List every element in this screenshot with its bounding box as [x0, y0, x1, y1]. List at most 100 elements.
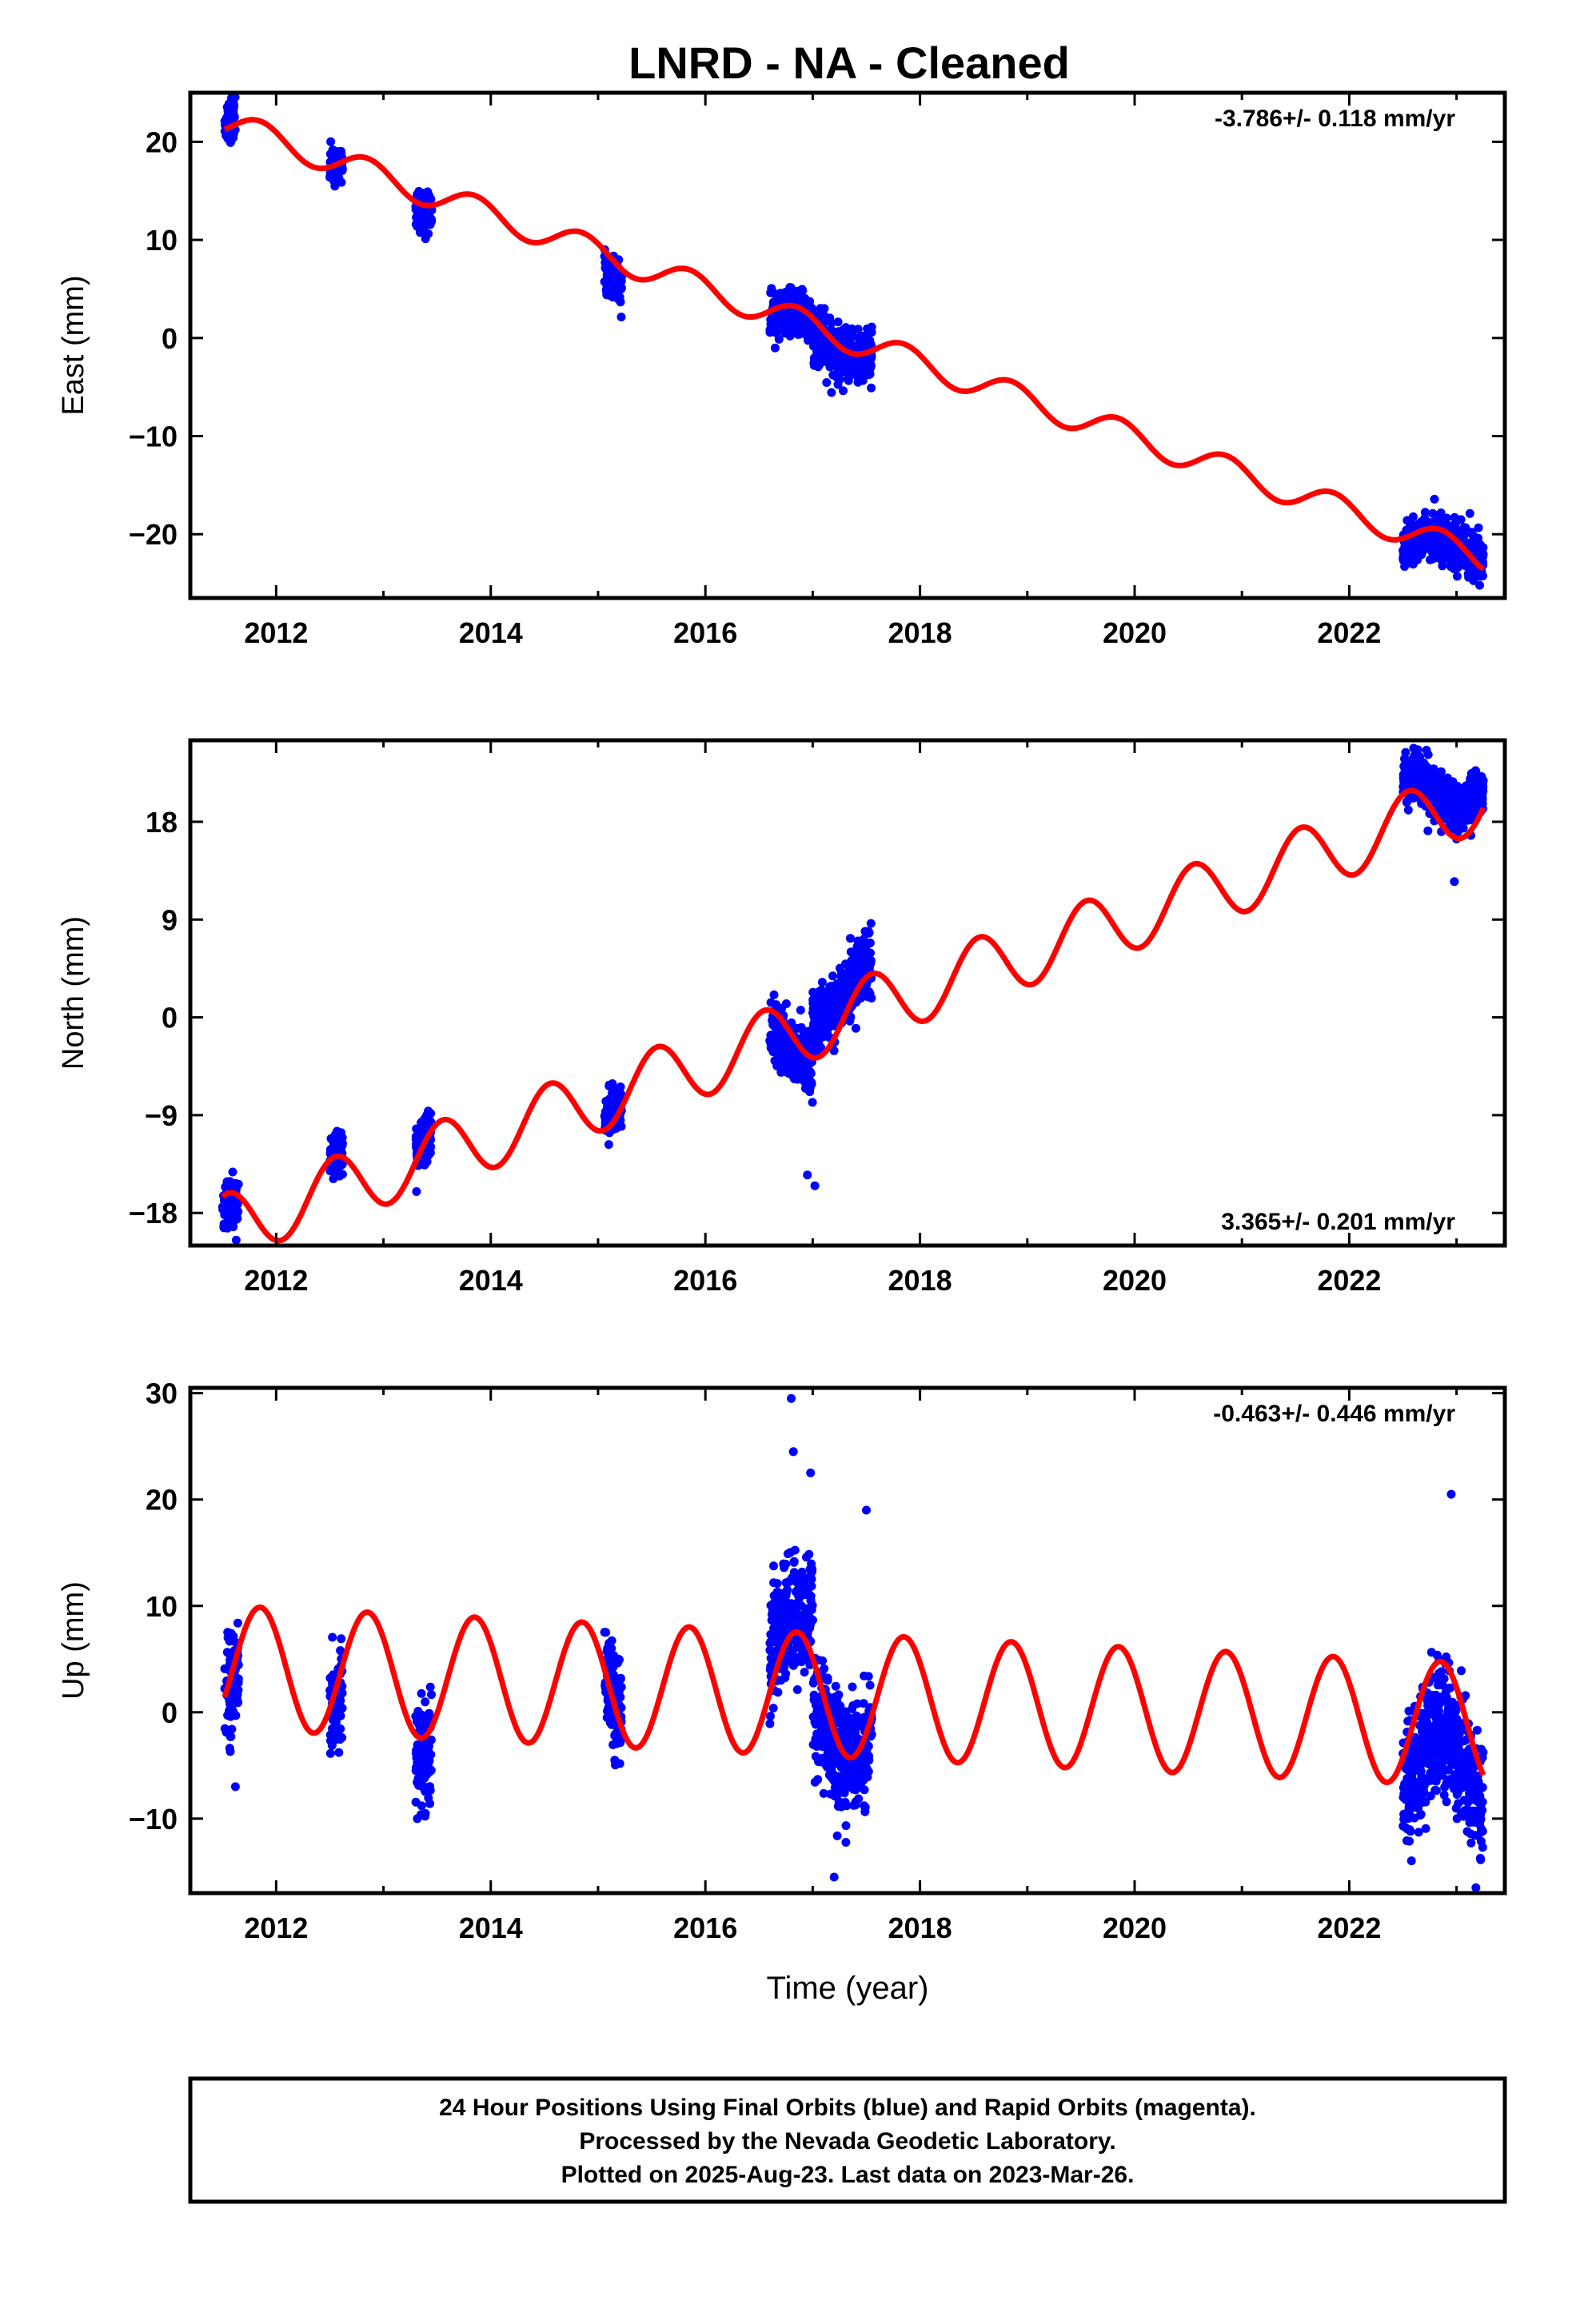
data-point [865, 337, 875, 347]
caption-line-1: 24 Hour Positions Using Final Orbits (bl… [439, 2095, 1256, 2121]
data-point [425, 1682, 435, 1692]
data-point [1444, 1765, 1453, 1775]
data-point [1473, 1775, 1482, 1784]
data-point [844, 362, 853, 372]
data-point [818, 351, 828, 361]
data-point [1421, 1740, 1430, 1750]
y-tick-label: 20 [146, 126, 178, 158]
data-point [413, 1777, 422, 1787]
data-point [232, 1694, 241, 1704]
data-point [1432, 511, 1442, 520]
data-point [417, 1688, 426, 1698]
data-point [427, 1690, 436, 1700]
data-point [864, 927, 873, 936]
x-tick-label: 2020 [1103, 1911, 1167, 1944]
data-point [1441, 1688, 1450, 1697]
data-point [326, 137, 336, 146]
data-point [1462, 1765, 1471, 1774]
x-tick-label: 2022 [1317, 616, 1381, 649]
data-point [327, 1740, 337, 1750]
up-rate-label: -0.463+/- 0.446 mm/yr [1213, 1401, 1455, 1427]
east-model-line [222, 117, 1486, 572]
data-point [797, 285, 807, 294]
data-point [1430, 553, 1440, 563]
data-point [1452, 572, 1462, 581]
data-point [1438, 517, 1447, 527]
data-point [1428, 1691, 1438, 1700]
data-point [769, 990, 779, 999]
data-point [792, 1685, 802, 1694]
data-point [852, 1712, 862, 1722]
up-points [220, 1393, 1488, 1892]
data-point [1408, 768, 1418, 778]
data-point [1446, 1729, 1456, 1738]
data-point [1417, 1798, 1426, 1808]
data-point [814, 1696, 824, 1705]
data-point [1461, 555, 1470, 564]
data-point [796, 1006, 805, 1015]
data-point [781, 1034, 791, 1044]
data-point [421, 1697, 430, 1707]
data-point [1406, 1856, 1416, 1866]
data-point [793, 1062, 803, 1071]
data-point [412, 1187, 421, 1196]
data-point [809, 358, 819, 368]
y-tick-label: 10 [146, 1590, 178, 1623]
data-point [820, 343, 830, 353]
data-point [766, 1629, 776, 1639]
y-tick-label: −10 [129, 421, 178, 453]
data-point [804, 1549, 814, 1559]
y-tick-label: 0 [162, 1696, 178, 1729]
up-model-line [221, 1604, 1486, 1785]
data-point [604, 285, 614, 295]
data-point [864, 1756, 874, 1765]
data-point [417, 1810, 425, 1820]
data-point [767, 1616, 776, 1625]
chart-title: LNRD - NA - Cleaned [628, 38, 1070, 88]
data-point [792, 1636, 802, 1645]
data-point [411, 1712, 421, 1721]
data-point [790, 1615, 800, 1624]
data-point [233, 1618, 242, 1628]
data-point [777, 1003, 787, 1013]
data-point [611, 1760, 620, 1770]
data-point [828, 971, 837, 981]
data-point [223, 1202, 233, 1212]
data-point [829, 1014, 839, 1023]
outlier-point [810, 1181, 820, 1190]
data-point [796, 1652, 805, 1662]
data-point [1450, 1770, 1459, 1780]
outlier-point [230, 1782, 240, 1792]
data-point [808, 1008, 817, 1018]
data-point [326, 1145, 336, 1154]
data-point [765, 1719, 775, 1728]
data-point [1418, 540, 1428, 550]
data-point [333, 1697, 343, 1707]
data-point [1438, 1680, 1447, 1690]
data-point [839, 970, 848, 979]
data-point [226, 1702, 236, 1712]
data-point [766, 288, 776, 297]
data-point [1423, 1734, 1433, 1744]
data-point [1444, 816, 1454, 825]
data-point [1404, 1706, 1414, 1716]
data-point [336, 1646, 345, 1656]
data-point [766, 1636, 776, 1646]
data-point [805, 1565, 815, 1574]
x-tick-label: 2014 [459, 1264, 523, 1297]
outlier-point [1450, 877, 1459, 887]
data-point [1435, 1744, 1445, 1754]
y-tick-label: 18 [146, 806, 178, 839]
data-point [1401, 1793, 1410, 1803]
data-point [1466, 1838, 1476, 1848]
data-point [1474, 1782, 1483, 1792]
data-point [1457, 1750, 1466, 1760]
data-point [1429, 1709, 1438, 1719]
data-point [1446, 1757, 1455, 1767]
data-point [842, 1720, 852, 1729]
data-point [800, 1668, 809, 1677]
data-point [813, 1712, 823, 1722]
y-tick-label: −20 [129, 518, 178, 551]
data-point [788, 1056, 797, 1066]
data-point [841, 1838, 851, 1847]
